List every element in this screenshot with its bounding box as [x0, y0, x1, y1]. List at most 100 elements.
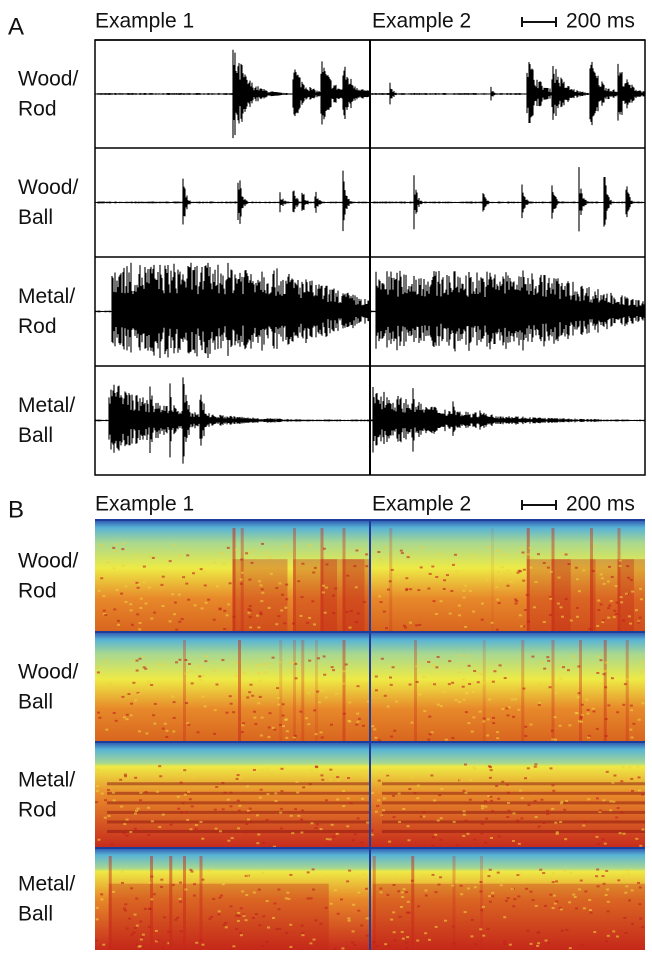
onset-streak — [183, 856, 186, 950]
speckle — [177, 554, 181, 557]
speckle — [537, 825, 541, 828]
speckle — [281, 703, 285, 706]
speckle — [480, 618, 484, 621]
speckle — [235, 777, 239, 780]
speckle — [379, 891, 383, 894]
speckle — [201, 878, 205, 881]
onset-streak — [625, 640, 629, 742]
speckle — [448, 660, 452, 663]
speckle — [499, 884, 503, 887]
speckle — [348, 701, 352, 704]
column-title: Example 2 — [372, 10, 471, 33]
speckle — [472, 610, 476, 613]
speckle — [491, 895, 495, 898]
speckle — [187, 723, 191, 726]
speckle — [596, 885, 600, 888]
speckle — [180, 811, 184, 814]
speckle — [596, 624, 600, 627]
speckle — [241, 890, 245, 893]
speckle — [137, 730, 141, 733]
speckle — [406, 825, 410, 828]
speckle — [267, 926, 271, 929]
speckle — [595, 727, 599, 730]
speckle — [271, 917, 275, 920]
speckle — [511, 688, 515, 691]
speckle — [418, 693, 422, 696]
speckle — [267, 606, 271, 609]
speckle — [480, 832, 484, 835]
speckle — [466, 832, 470, 835]
speckle — [638, 616, 642, 619]
speckle — [402, 807, 406, 810]
speckle — [417, 905, 421, 908]
speckle — [464, 791, 468, 794]
speckle — [462, 813, 466, 816]
harmonic-band — [382, 782, 645, 786]
speckle — [96, 789, 100, 792]
harmonic-band — [382, 829, 645, 833]
speckle — [444, 919, 448, 922]
speckle — [422, 811, 426, 814]
speckle — [432, 836, 436, 839]
speckle — [233, 769, 237, 772]
speckle — [507, 706, 511, 709]
speckle — [294, 808, 298, 811]
speckle — [599, 659, 603, 662]
speckle — [95, 906, 99, 909]
speckle — [435, 575, 439, 578]
speckle — [416, 797, 420, 800]
row-label: Metal/ — [18, 873, 75, 896]
speckle — [455, 570, 459, 573]
speckle — [563, 869, 567, 872]
speckle — [482, 934, 486, 937]
speckle — [608, 604, 612, 607]
speckle — [506, 815, 510, 818]
speckle — [382, 610, 386, 613]
speckle — [208, 917, 212, 920]
speckle — [561, 666, 565, 669]
speckle — [114, 550, 118, 553]
speckle — [602, 799, 606, 802]
speckle — [311, 868, 315, 871]
speckle — [132, 681, 136, 684]
speckle — [266, 793, 270, 796]
speckle — [558, 724, 562, 727]
speckle — [122, 832, 126, 835]
speckle — [451, 925, 455, 928]
speckle — [104, 613, 108, 616]
speckle — [568, 901, 572, 904]
speckle — [430, 774, 434, 777]
speckle — [399, 549, 403, 552]
speckle — [383, 546, 387, 549]
speckle — [199, 678, 203, 681]
speckle — [379, 887, 383, 890]
speckle — [100, 577, 104, 580]
speckle — [549, 570, 553, 573]
row-label: Wood/ — [18, 661, 78, 684]
speckle — [224, 926, 228, 929]
speckle — [502, 554, 506, 557]
speckle — [115, 543, 119, 546]
speckle — [239, 578, 243, 581]
onset-streak — [411, 856, 415, 950]
speckle — [236, 774, 240, 777]
speckle — [454, 698, 458, 701]
speckle — [638, 886, 642, 889]
speckle — [176, 795, 180, 798]
speckle — [307, 692, 311, 695]
speckle — [160, 878, 164, 881]
waveform — [370, 270, 645, 352]
speckle — [232, 615, 236, 618]
speckle — [487, 546, 491, 549]
speckle — [284, 545, 288, 548]
speckle — [472, 554, 476, 557]
speckle — [280, 767, 284, 770]
speckle — [462, 789, 466, 792]
speckle — [572, 893, 576, 896]
speckle — [263, 772, 267, 775]
speckle — [301, 931, 305, 934]
speckle — [334, 587, 338, 590]
speckle — [597, 599, 601, 602]
speckle — [148, 881, 152, 884]
speckle — [451, 681, 455, 684]
